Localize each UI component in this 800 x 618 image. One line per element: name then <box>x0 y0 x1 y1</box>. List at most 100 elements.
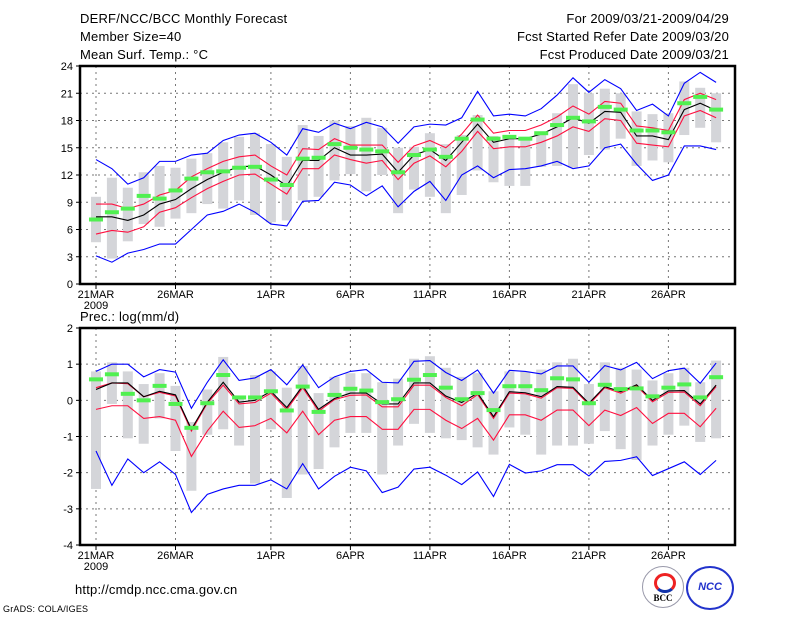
ensemble-range-bar <box>170 385 181 451</box>
x-tick-year: 2009 <box>84 561 108 573</box>
y-tick-label: 2 <box>67 323 73 335</box>
ensemble-range-bar <box>313 135 324 197</box>
x-tick-label: 21APR <box>571 289 606 301</box>
ensemble-range-bar <box>138 172 149 225</box>
series-line-mean-sd <box>95 382 717 433</box>
series-line-max <box>95 71 717 185</box>
ensemble-range-bar <box>647 114 658 161</box>
ensemble-range-bar <box>663 113 674 163</box>
precip-label: Prec.: log(mm/d) <box>80 309 180 324</box>
x-tick-label: 1APR <box>257 289 286 301</box>
ensemble-range-bar <box>552 113 563 166</box>
ensemble-range-bar <box>154 373 165 419</box>
ensemble-range-bar <box>393 147 404 214</box>
website-url[interactable]: http://cmdp.ncc.cma.gov.cn <box>75 582 238 597</box>
forecast-period: For 2009/03/21-2009/04/29 <box>566 11 729 26</box>
ensemble-range-bar <box>218 142 229 209</box>
ensemble-range-bar <box>313 393 324 470</box>
ensemble-range-bar <box>679 367 690 426</box>
bcc-logo-text: BCC <box>653 593 673 603</box>
ensemble-range-bar <box>361 373 372 433</box>
y-tick-label: -4 <box>63 540 73 552</box>
y-tick-label: 18 <box>61 116 73 128</box>
ensemble-range-bar <box>440 367 451 439</box>
ensemble-range-bar <box>265 144 276 223</box>
y-tick-label: 0 <box>67 279 73 291</box>
series-line-mean-sd <box>95 109 717 235</box>
x-tick-label: 11APR <box>413 289 447 301</box>
ensemble-range-bar <box>91 371 101 489</box>
y-tick-label: 9 <box>67 197 73 209</box>
ensemble-range-bar <box>663 373 674 435</box>
x-tick-label: 11APR <box>413 550 447 562</box>
ensemble-range-bar <box>170 167 181 219</box>
ensemble-range-bar <box>345 373 356 433</box>
ensemble-range-bar <box>583 384 594 444</box>
ensemble-range-bar <box>504 371 515 428</box>
ensemble-range-bar <box>218 356 229 430</box>
member-size: Member Size=40 <box>80 29 182 44</box>
ensemble-range-bar <box>472 373 483 448</box>
ensemble-range-bar <box>138 384 149 444</box>
ensemble-range-bar <box>234 396 245 446</box>
x-tick-label: 26MAR <box>157 550 194 562</box>
y-tick-label: -2 <box>63 468 73 480</box>
ensemble-range-bar <box>615 93 626 139</box>
ensemble-range-bar <box>424 133 435 197</box>
ensemble-range-bar <box>520 371 531 435</box>
y-tick-label: 0 <box>67 395 73 407</box>
produced-date: Fcst Produced Date 2009/03/21 <box>539 47 729 62</box>
ensemble-range-bar <box>409 358 419 424</box>
x-tick-label: 16APR <box>492 550 527 562</box>
ensemble-range-bar <box>631 111 642 166</box>
x-tick-label: 21MAR <box>78 289 115 301</box>
ensemble-range-bar <box>695 87 706 128</box>
ensemble-range-bar <box>329 120 340 181</box>
ensemble-range-bar <box>488 391 499 455</box>
ensemble-range-bar <box>568 84 578 168</box>
x-tick-label: 21APR <box>571 550 606 562</box>
ensemble-range-bar <box>377 382 388 475</box>
series-line-mean <box>95 381 717 431</box>
ncc-logo-text: NCC <box>698 581 722 593</box>
series-line-min <box>95 450 717 514</box>
ensemble-range-bar <box>520 137 531 186</box>
ensemble-range-bar <box>568 358 578 446</box>
ensemble-range-bar <box>440 144 451 214</box>
ensemble-range-bar <box>122 187 133 242</box>
y-tick-label: -3 <box>63 504 73 516</box>
x-tick-label: 26APR <box>651 550 686 562</box>
grads-credit: GrADS: COLA/IGES <box>3 604 89 614</box>
ensemble-range-bar <box>297 125 308 201</box>
y-tick-label: -1 <box>63 432 73 444</box>
bcc-logo: BCC <box>642 566 684 608</box>
ensemble-range-bar <box>456 135 467 195</box>
x-tick-label: 16APR <box>492 289 527 301</box>
plot-frame <box>78 326 737 547</box>
figure-title: DERF/NCC/BCC Monthly Forecast <box>80 11 288 26</box>
ensemble-range-bar <box>122 371 133 439</box>
ensemble-range-bar <box>615 367 626 450</box>
ensemble-range-bar <box>631 369 642 461</box>
x-tick-label: 6APR <box>336 550 365 562</box>
y-tick-label: 12 <box>61 170 73 182</box>
ensemble-range-bar <box>329 376 340 448</box>
y-tick-label: 15 <box>61 143 73 155</box>
ensemble-range-bar <box>552 362 563 446</box>
x-tick-year: 2009 <box>84 300 108 312</box>
ensemble-range-bar <box>424 356 435 433</box>
ensemble-range-bar <box>202 389 213 435</box>
ensemble-range-bar <box>711 360 722 439</box>
ensemble-range-bar <box>186 158 197 214</box>
ensemble-range-bar <box>599 362 610 432</box>
ensemble-range-bar <box>345 125 356 175</box>
x-tick-label: 21MAR <box>78 550 115 562</box>
series-line-mean <box>96 102 717 221</box>
x-tick-label: 26APR <box>651 289 686 301</box>
ensemble-range-bar <box>393 378 404 446</box>
ensemble-range-bar <box>456 376 467 441</box>
y-tick-label: 6 <box>67 225 73 237</box>
ensemble-range-bar <box>265 371 276 430</box>
x-tick-label: 1APR <box>257 550 286 562</box>
